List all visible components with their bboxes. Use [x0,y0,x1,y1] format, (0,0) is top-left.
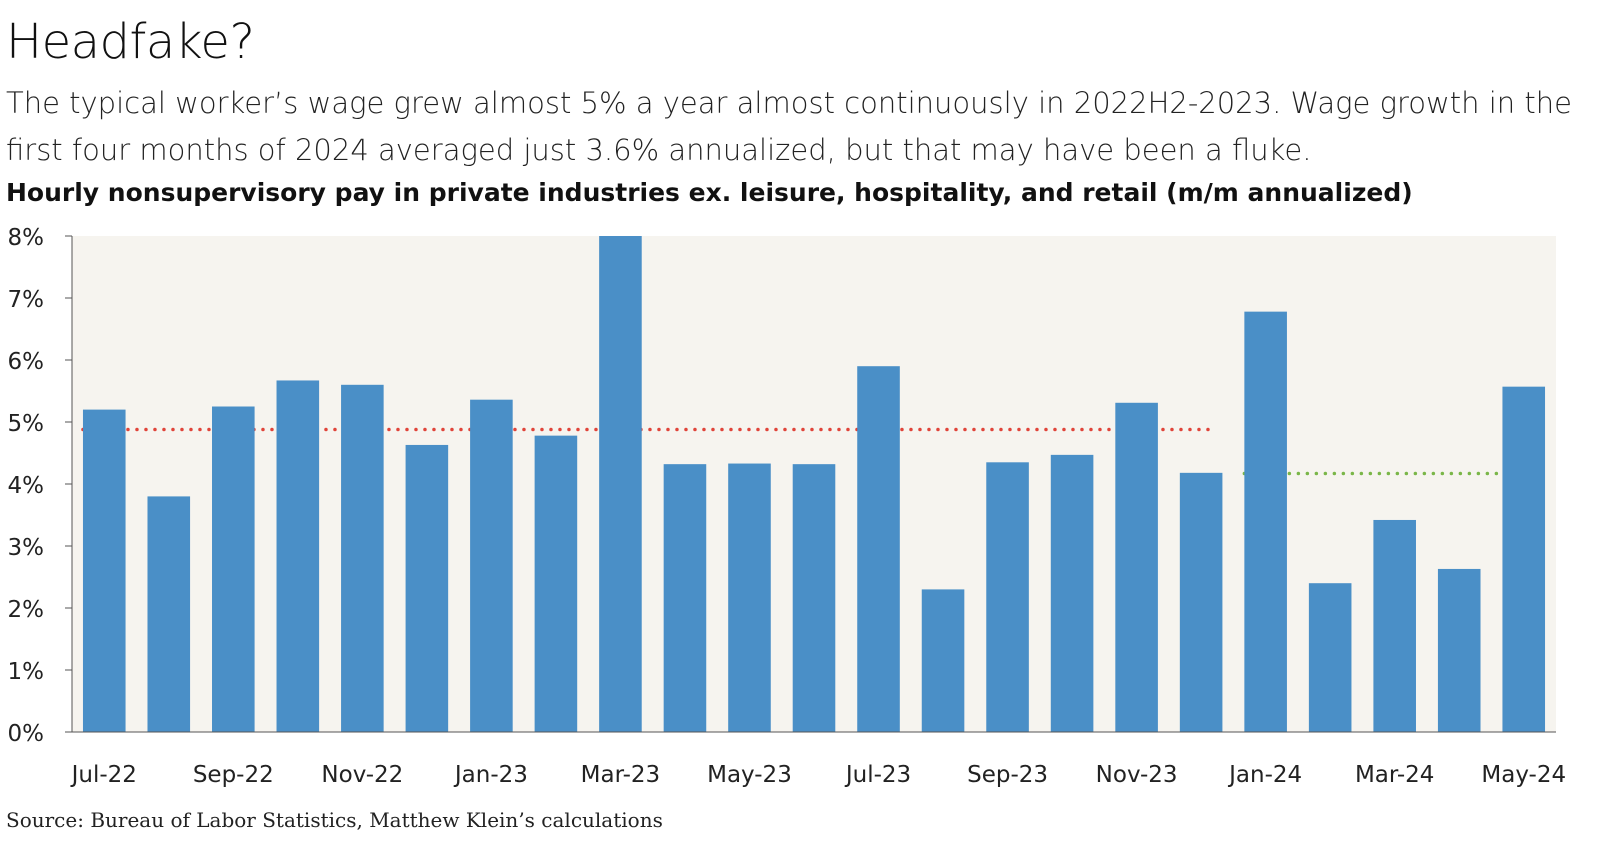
x-tick-label: Mar-23 [581,762,661,788]
x-axis-ticks: Jul-22 Sep-22 Nov-22 Jan-23 Mar-23 May-23 Jul-… [70,762,1567,788]
y-tick-label: 2% [8,597,45,623]
y-tick-label: 5% [8,411,45,437]
bar-dec-22 [405,444,449,732]
bar-aug-22 [147,496,191,732]
reference-lines [81,427,1541,476]
y-tick-label: 6% [8,349,45,375]
bars [82,236,1546,732]
x-tick-label: Sep-22 [193,762,274,788]
x-tick-label: Nov-22 [321,762,403,788]
chart-title: Hourly nonsupervisory pay in private ind… [6,178,1413,207]
bar-may-23 [728,463,771,732]
x-tick-label: Mar-24 [1355,762,1435,788]
y-tick-label: 7% [8,287,45,313]
x-tick-label: Sep-23 [967,762,1048,788]
bar-jul-22 [82,409,126,732]
bar-oct-22 [276,380,320,732]
x-tick-label: May-24 [1481,762,1566,788]
bar-oct-23 [1050,454,1094,732]
bar-jul-23 [857,366,900,732]
bar-jan-23 [470,399,513,732]
bar-dec-23 [1179,472,1223,732]
x-tick-label: May-23 [707,762,792,788]
subtitle: The typical worker’s wage grew almost 5%… [6,86,1572,167]
bar-apr-24 [1437,568,1481,732]
bar-apr-23 [663,464,707,732]
bar-feb-24 [1308,583,1352,732]
bar-aug-23 [921,589,965,732]
bar-feb-23 [534,435,578,732]
y-tick-label: 4% [8,473,45,499]
bar-jun-23 [792,464,836,732]
bar-jan-24 [1244,311,1287,732]
bar-nov-23 [1115,402,1158,732]
x-tick-label: Jan-24 [1227,762,1302,788]
bar-nov-22 [341,384,384,732]
bar-sep-23 [986,462,1029,732]
bar-sep-22 [212,406,255,732]
y-axis-ticks: 0% 1% 2% 3% 4% 5% 6% 7% 8% [8,225,72,747]
x-tick-label: Jul-23 [844,762,911,788]
y-tick-label: 3% [8,535,45,561]
x-tick-label: Nov-23 [1096,762,1178,788]
bar-mar-23 [599,236,642,732]
source-note: Source: Bureau of Labor Statistics, Matt… [6,808,663,832]
y-tick-label: 8% [8,225,45,251]
x-tick-label: Jul-22 [70,762,137,788]
page-title: Headfake? [6,14,255,70]
bar-mar-24 [1373,519,1416,732]
y-tick-label: 1% [8,659,45,685]
x-tick-label: Jan-23 [453,762,528,788]
y-tick-label: 0% [8,721,45,747]
bar-may-24 [1502,386,1546,732]
